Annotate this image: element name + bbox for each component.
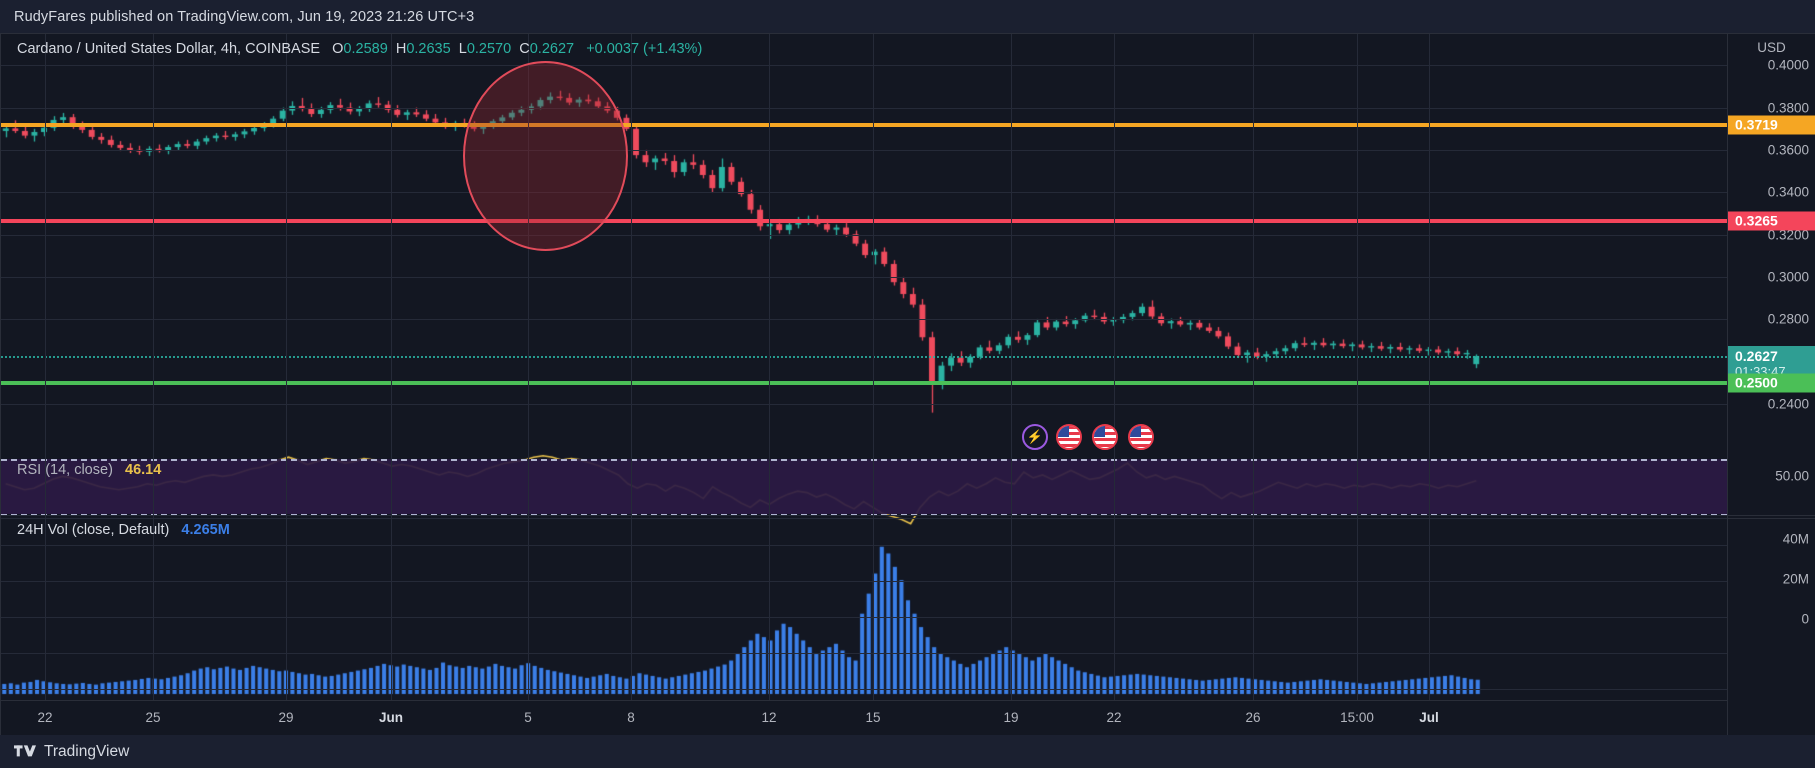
resistance-price-badge[interactable]: 0.3719 xyxy=(1728,115,1815,135)
price-axis-tick: 0.3200 xyxy=(1767,227,1809,243)
grid-line-horizontal xyxy=(1,234,1727,236)
grid-line-horizontal xyxy=(1,545,1727,546)
resistance-line[interactable] xyxy=(1,122,1727,127)
time-axis-label: Jul xyxy=(1419,710,1439,725)
grid-line-horizontal xyxy=(1,192,1727,194)
grid-line-vertical xyxy=(1253,34,1254,700)
grid-line-vertical xyxy=(528,34,529,700)
support-price-badge-value: 0.2500 xyxy=(1735,374,1778,391)
grid-line-horizontal xyxy=(1,581,1727,582)
volume-axis-tick: 20M xyxy=(1782,571,1809,587)
grid-line-horizontal xyxy=(1,319,1727,321)
last-price-badge-value: 0.2627 xyxy=(1735,348,1778,365)
time-axis-label: 29 xyxy=(278,710,294,725)
grid-line-vertical xyxy=(631,34,632,700)
support-price-badge[interactable]: 0.2500 xyxy=(1728,373,1815,393)
volume-series xyxy=(1,34,1727,701)
chart-panes[interactable]: Cardano / United States Dollar, 4h, COIN… xyxy=(0,33,1727,735)
grid-line-vertical xyxy=(286,34,287,700)
grid-line-vertical xyxy=(1429,34,1430,700)
price-axis[interactable]: USD 0.4000 0.3800 0.3600 0.3400 0.3200 0.3000… xyxy=(1727,33,1815,735)
time-axis-label: 19 xyxy=(1003,710,1019,725)
grid-line-horizontal xyxy=(1,107,1727,109)
rsi-overbought-line xyxy=(1,459,1727,461)
grid-line-vertical xyxy=(391,34,392,700)
time-axis-label: 8 xyxy=(627,710,635,725)
time-axis-label: 26 xyxy=(1245,710,1261,725)
mid-level-line[interactable] xyxy=(1,218,1727,223)
grid-line-vertical xyxy=(153,34,154,700)
grid-line-horizontal xyxy=(1,277,1727,279)
price-axis-tick: 0.3800 xyxy=(1767,100,1809,116)
rsi-axis-tick: 50.00 xyxy=(1775,468,1809,484)
time-axis-label: 22 xyxy=(37,710,53,725)
resistance-price-badge-value: 0.3719 xyxy=(1735,116,1778,133)
grid-line-horizontal xyxy=(1,65,1727,67)
price-axis-tick: 0.3000 xyxy=(1767,269,1809,285)
volume-axis-tick: 40M xyxy=(1782,531,1809,547)
time-axis[interactable]: 22 25 29 Jun 5 8 12 15 19 22 26 15:00 Jul xyxy=(1,700,1727,735)
grid-line-horizontal xyxy=(1,515,1727,516)
annotation-circle[interactable] xyxy=(463,61,628,251)
grid-line-horizontal xyxy=(1,150,1727,152)
time-axis-label: 22 xyxy=(1106,710,1122,725)
last-price-line xyxy=(1,356,1727,359)
axis-separator xyxy=(1728,518,1815,519)
tradingview-brand: TradingView xyxy=(44,742,130,760)
price-axis-tick: 0.2800 xyxy=(1767,311,1809,327)
grid-line-vertical xyxy=(1011,34,1012,700)
grid-line-horizontal xyxy=(1,689,1727,690)
time-axis-label: 5 xyxy=(524,710,532,725)
rsi-band xyxy=(1,459,1727,514)
grid-line-vertical xyxy=(873,34,874,700)
us-flag-event-icon[interactable] xyxy=(1128,424,1154,450)
grid-line-vertical xyxy=(1357,34,1358,700)
grid-line-vertical xyxy=(769,34,770,700)
lightning-bolt-icon[interactable]: ⚡ xyxy=(1022,424,1048,450)
tradingview-logo-icon xyxy=(14,745,36,757)
grid-line-horizontal xyxy=(1,617,1727,618)
us-flag-event-icon[interactable] xyxy=(1056,424,1082,450)
mid-price-badge-value: 0.3265 xyxy=(1735,212,1778,229)
volume-axis-tick: 0 xyxy=(1801,611,1809,627)
price-axis-tick: 0.3600 xyxy=(1767,142,1809,158)
publisher-bar: RudyFares published on TradingView.com, … xyxy=(0,0,1815,33)
price-axis-tick: 0.4000 xyxy=(1767,57,1809,73)
time-axis-label: 15:00 xyxy=(1340,710,1374,725)
time-axis-label: 12 xyxy=(761,710,777,725)
grid-line-vertical xyxy=(45,34,46,700)
time-axis-label: 25 xyxy=(145,710,161,725)
grid-line-horizontal xyxy=(1,653,1727,654)
grid-line-vertical xyxy=(1114,34,1115,700)
price-axis-tick: 0.3400 xyxy=(1767,184,1809,200)
price-axis-tick: 0.2400 xyxy=(1767,396,1809,412)
footer-bar: TradingView xyxy=(0,735,1815,768)
support-line[interactable] xyxy=(1,380,1727,385)
grid-line-horizontal xyxy=(1,518,1727,519)
axis-separator xyxy=(1728,515,1815,516)
us-flag-event-icon[interactable] xyxy=(1092,424,1118,450)
price-axis-unit: USD xyxy=(1757,40,1786,55)
time-axis-label: 15 xyxy=(865,710,881,725)
time-axis-label: Jun xyxy=(378,710,404,725)
mid-price-badge[interactable]: 0.3265 xyxy=(1728,211,1815,231)
chart-frame: Cardano / United States Dollar, 4h, COIN… xyxy=(0,33,1815,735)
grid-line-horizontal xyxy=(1,404,1727,406)
publisher-text: RudyFares published on TradingView.com, … xyxy=(14,8,475,25)
